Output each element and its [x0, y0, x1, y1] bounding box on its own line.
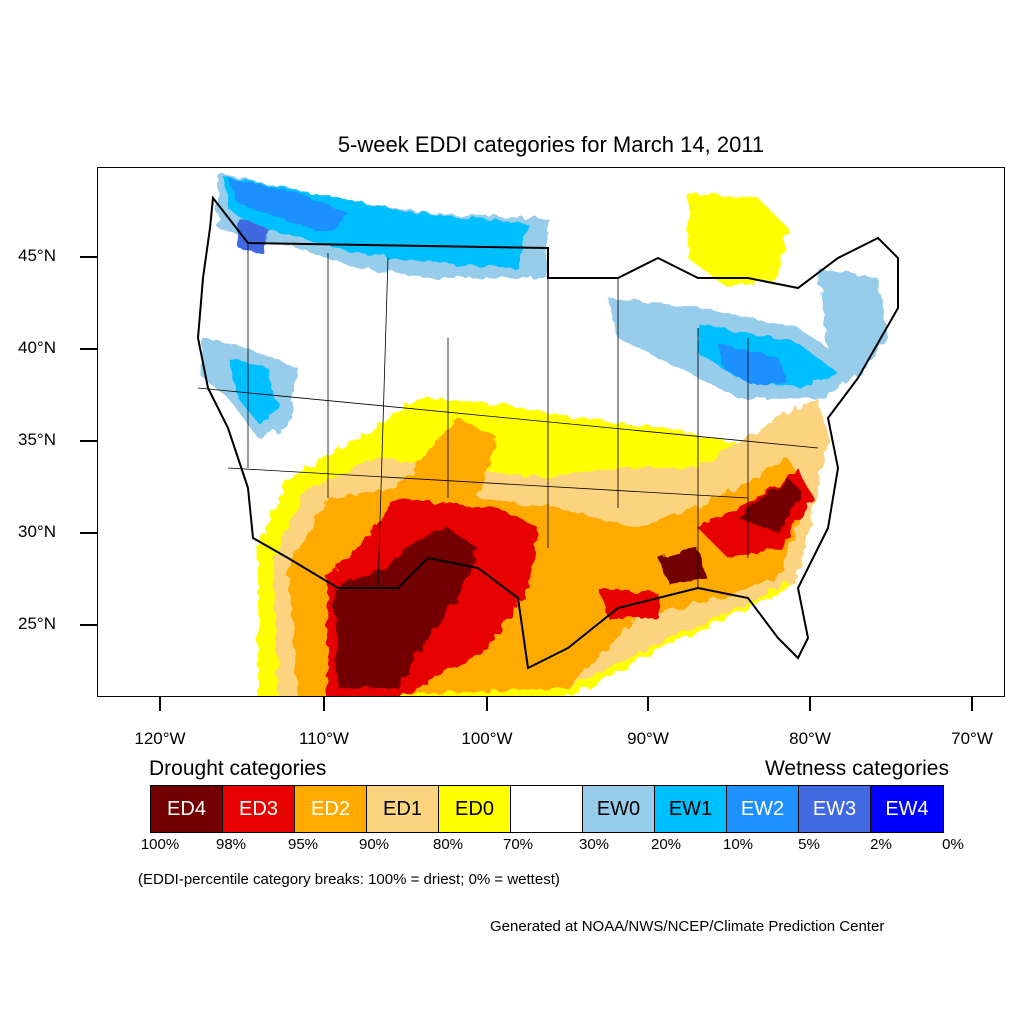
- lat-label-40n: 40°N: [18, 338, 56, 357]
- legend-box-ed0: ED0: [439, 786, 511, 832]
- dry-region-ed0-north: [688, 193, 788, 288]
- wet-region-west-coast-ew1: [228, 358, 278, 423]
- percentile-label: 90%: [358, 836, 390, 853]
- dry-region-ed4-southeast: [738, 478, 803, 533]
- wet-region-northwest-ew2: [228, 178, 348, 233]
- dry-region-ed3-gulf: [598, 588, 658, 618]
- map-panel: [97, 167, 1005, 697]
- lat-tick-45n: [80, 256, 97, 258]
- lon-tick-120w: [159, 697, 161, 711]
- percentile-label: 20%: [650, 836, 682, 853]
- drought-heading: Drought categories: [149, 757, 327, 780]
- wetness-heading: Wetness categories: [764, 757, 949, 780]
- category-note: (EDDI-percentile category breaks: 100% =…: [138, 871, 560, 888]
- lon-tick-80w: [809, 697, 811, 711]
- legend-box-ed1: ED1: [367, 786, 439, 832]
- wet-region-northeast: [818, 268, 888, 378]
- dry-region-ed4: [333, 528, 478, 688]
- lat-label-35n: 35°N: [18, 430, 56, 449]
- eddi-map: [196, 173, 899, 696]
- lon-tick-70w: [971, 697, 973, 711]
- lon-tick-100w: [486, 697, 488, 711]
- legend-box-ew4: EW4: [871, 786, 943, 832]
- lon-label-80w: 80°W: [789, 729, 831, 748]
- dry-region-ed4-gulf: [658, 548, 708, 583]
- legend-box-ew0: EW0: [583, 786, 655, 832]
- category-shading: [203, 173, 888, 696]
- percentile-label: 98%: [215, 836, 247, 853]
- lat-tick-35n: [80, 440, 97, 442]
- lon-tick-110w: [323, 697, 325, 711]
- lon-label-70w: 70°W: [951, 729, 993, 748]
- percentile-label: 70%: [502, 836, 534, 853]
- percentile-label: 100%: [140, 836, 180, 853]
- map-title: 5-week EDDI categories for March 14, 201…: [337, 132, 765, 157]
- lat-tick-30n: [80, 532, 97, 534]
- legend-box-ew3: EW3: [799, 786, 871, 832]
- legend-box-normal: [511, 786, 583, 832]
- percentile-label: 5%: [798, 836, 820, 853]
- wet-region-northwest-ew3: [238, 218, 268, 253]
- lon-label-110w: 110°W: [299, 729, 349, 748]
- legend-box-ed3: ED3: [223, 786, 295, 832]
- legend-box-ew2: EW2: [727, 786, 799, 832]
- lat-label-25n: 25°N: [18, 614, 56, 633]
- legend-box-ed4: ED4: [151, 786, 223, 832]
- percentile-label: 0%: [942, 836, 964, 853]
- percentile-label: 10%: [722, 836, 754, 853]
- legend-box-ed2: ED2: [295, 786, 367, 832]
- lon-label-100w: 100°W: [461, 729, 513, 748]
- us-outline: [196, 195, 899, 670]
- lat-tick-40n: [80, 348, 97, 350]
- lat-label-45n: 45°N: [18, 246, 56, 265]
- lat-label-30n: 30°N: [18, 522, 56, 541]
- percentile-label: 95%: [287, 836, 319, 853]
- percentile-label: 2%: [870, 836, 892, 853]
- percentile-label: 80%: [432, 836, 464, 853]
- legend-box-ew1: EW1: [655, 786, 727, 832]
- lon-label-120w: 120°W: [134, 729, 186, 748]
- legend-color-bar: ED4 ED3 ED2 ED1 ED0 EW0 EW1 EW2 EW3 EW4: [150, 785, 944, 833]
- state-borders: [197, 243, 819, 589]
- lon-label-90w: 90°W: [627, 729, 669, 748]
- credit-text: Generated at NOAA/NWS/NCEP/Climate Predi…: [490, 918, 885, 935]
- wet-region-great-lakes-ew2: [718, 343, 788, 383]
- lat-tick-25n: [80, 624, 97, 626]
- percentile-label: 30%: [578, 836, 610, 853]
- lon-tick-90w: [647, 697, 649, 711]
